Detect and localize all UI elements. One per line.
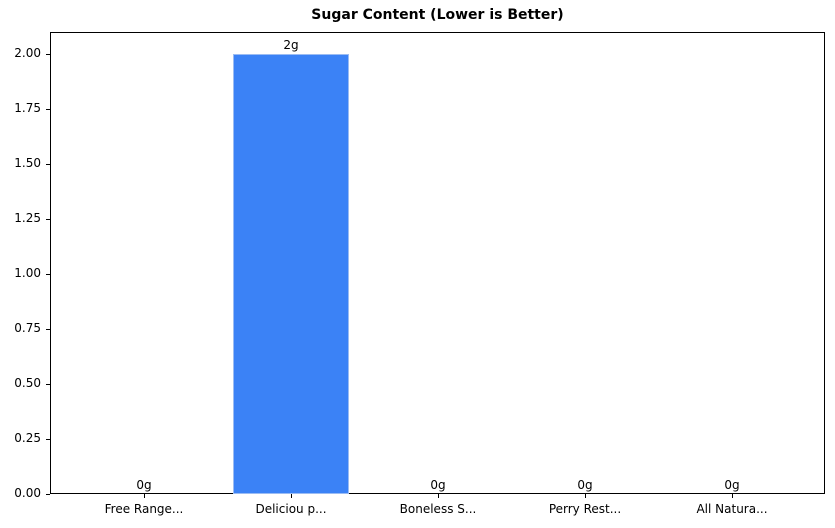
bar-value-label: 0g [430, 478, 446, 492]
y-tick-label: 2.00 [14, 46, 41, 60]
x-tick-mark [291, 494, 292, 498]
y-tick-label: 1.50 [14, 156, 41, 170]
y-tick-mark [46, 384, 50, 385]
y-tick-label: 0.50 [14, 376, 41, 390]
x-tick-mark [438, 494, 439, 498]
bar-value-label: 0g [577, 478, 593, 492]
y-tick-mark [46, 164, 50, 165]
x-tick-label: All Natura... [696, 502, 768, 516]
x-tick-mark [585, 494, 586, 498]
x-tick-mark [144, 494, 145, 498]
bar-value-label: 2g [283, 38, 299, 52]
x-tick-label: Perry Rest... [548, 502, 622, 516]
y-tick-mark [46, 109, 50, 110]
y-tick-mark [46, 439, 50, 440]
plot-area [50, 32, 825, 494]
chart-title: Sugar Content (Lower is Better) [311, 7, 564, 23]
y-tick-mark [46, 494, 50, 495]
y-tick-label: 1.00 [14, 266, 41, 280]
y-tick-mark [46, 219, 50, 220]
x-tick-label: Deliciou p... [255, 502, 327, 516]
x-tick-mark [732, 494, 733, 498]
y-tick-label: 1.25 [14, 211, 41, 225]
y-tick-mark [46, 329, 50, 330]
bar [233, 54, 349, 494]
bar-value-label: 0g [724, 478, 740, 492]
y-tick-label: 0.75 [14, 321, 41, 335]
y-tick-label: 1.75 [14, 101, 41, 115]
x-tick-label: Free Range... [104, 502, 184, 516]
y-tick-label: 0.25 [14, 431, 41, 445]
y-tick-mark [46, 54, 50, 55]
bar-value-label: 0g [136, 478, 152, 492]
y-tick-mark [46, 274, 50, 275]
y-tick-label: 0.00 [14, 486, 41, 500]
x-tick-label: Boneless S... [399, 502, 477, 516]
